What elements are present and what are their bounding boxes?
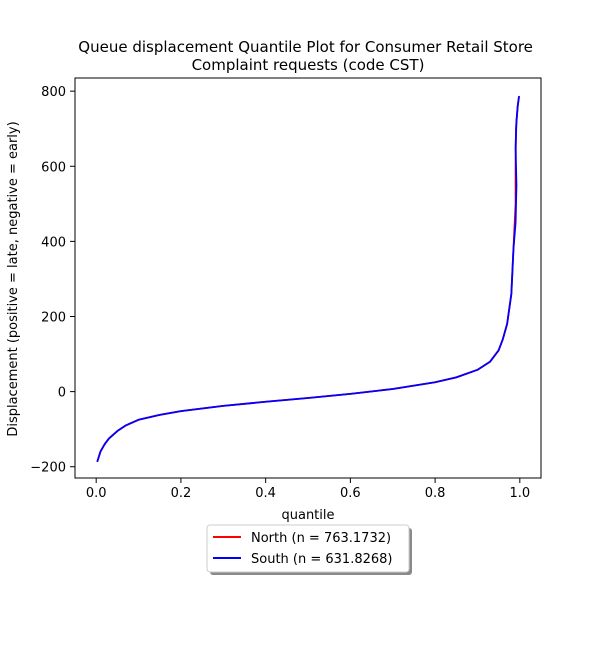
y-tick-label: 200 [41, 310, 66, 325]
legend-label: North (n = 763.1732) [251, 531, 391, 546]
x-tick-label: 0.4 [255, 486, 276, 501]
y-axis: −200 0 200 400 600 800 [30, 85, 75, 476]
plot-frame [74, 77, 542, 479]
series-line-south [96, 95, 520, 462]
chart-title: Queue displacement Quantile Plot for Con… [78, 38, 537, 74]
plot-area [96, 95, 520, 462]
y-tick-label: −200 [30, 461, 66, 476]
y-axis-label: Displacement (positive = late, negative … [6, 121, 21, 436]
legend: North (n = 763.1732) South (n = 631.8268) [206, 524, 412, 575]
y-tick-label: 600 [41, 160, 66, 175]
x-tick-label: 0.8 [425, 486, 446, 501]
legend-box [206, 524, 410, 573]
x-axis-label: quantile [281, 508, 334, 523]
y-tick-label: 400 [41, 235, 66, 250]
x-tick-label: 0.2 [171, 486, 192, 501]
x-tick-label: 1.0 [509, 486, 530, 501]
y-tick-label: 800 [41, 85, 66, 100]
x-tick-label: 0.0 [86, 486, 107, 501]
y-tick-label: 0 [58, 386, 66, 401]
legend-label: South (n = 631.8268) [251, 552, 392, 567]
x-axis: 0.0 0.2 0.4 0.6 0.8 1.0 [86, 478, 530, 501]
x-tick-label: 0.6 [340, 486, 361, 501]
